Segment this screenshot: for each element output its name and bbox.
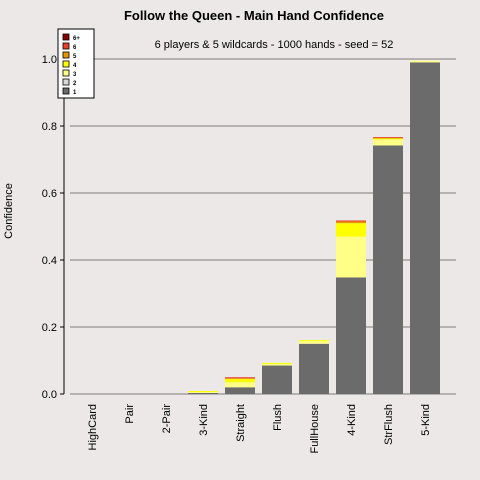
- legend-label: 6: [73, 45, 77, 51]
- bar-segment: [336, 277, 366, 394]
- bar-segment: [262, 365, 292, 394]
- legend-label: 3: [73, 72, 77, 78]
- y-tick-label: 1.0: [42, 54, 57, 66]
- bar-segment: [188, 390, 218, 392]
- bar-segment: [299, 340, 329, 342]
- bar-segment: [373, 137, 403, 139]
- bar-segment: [336, 220, 366, 222]
- bar-segment: [225, 378, 255, 380]
- legend-label: 4: [73, 63, 77, 69]
- x-tick-label: Pair: [124, 404, 136, 424]
- bar-segment: [262, 362, 292, 364]
- y-tick-label: 0.8: [42, 121, 57, 133]
- bar-segment: [336, 223, 366, 237]
- y-tick-label: 0.4: [42, 255, 57, 267]
- legend-swatch: [62, 33, 70, 41]
- bar-segment: [373, 137, 403, 138]
- bar-segment: [225, 378, 255, 383]
- bar-segment: [225, 377, 255, 379]
- x-tick-label: 5-Kind: [420, 404, 432, 436]
- bar-segment: [373, 139, 403, 146]
- legend-swatch: [62, 60, 70, 68]
- y-axis-label: Confidence: [3, 183, 15, 239]
- chart-subtitle: 6 players & 5 wildcards - 1000 hands - s…: [155, 39, 394, 51]
- legend-label: 2: [73, 81, 77, 87]
- bar-segment: [225, 382, 255, 388]
- legend-swatch: [62, 69, 70, 77]
- bar-segment: [336, 236, 366, 278]
- bars: [188, 60, 440, 394]
- x-tick-label: 2-Pair: [161, 404, 173, 434]
- legend-swatch: [62, 78, 70, 86]
- bar-segment: [188, 391, 218, 393]
- legend-swatch: [62, 51, 70, 59]
- bar-segment: [373, 138, 403, 140]
- bar-segment: [373, 145, 403, 394]
- y-tick-label: 0.2: [42, 322, 57, 334]
- x-tick-label: 4-Kind: [346, 404, 358, 436]
- x-tick-label: 3-Kind: [198, 404, 210, 436]
- legend-label: 6+: [73, 36, 80, 42]
- legend-swatch: [62, 42, 70, 50]
- y-tick-label: 0.0: [42, 389, 57, 401]
- bar-segment: [336, 221, 366, 224]
- bar-segment: [410, 60, 440, 63]
- bar-segment: [262, 363, 292, 366]
- legend-swatch: [62, 87, 70, 95]
- legend: 6+ 6 5 4 3 2 1: [57, 28, 95, 99]
- bar-segment: [188, 392, 218, 394]
- x-axis: HighCard Pair 2-Pair 3-Kind Straight Flush Ful…: [87, 404, 432, 454]
- x-tick-label: Flush: [272, 404, 284, 431]
- y-tick-label: 0.6: [42, 188, 57, 200]
- chart-title: Follow the Queen - Main Hand Confidence: [124, 8, 384, 23]
- legend-label: 1: [73, 90, 77, 96]
- x-tick-label: HighCard: [87, 404, 99, 450]
- legend-label: 5: [73, 54, 77, 60]
- bar-segment: [299, 341, 329, 344]
- bar-segment: [225, 387, 255, 394]
- bar-segment: [299, 343, 329, 394]
- y-axis: 0.0 0.2 0.4 0.6 0.8 1.0: [42, 54, 65, 401]
- x-tick-label: Straight: [235, 404, 247, 442]
- x-tick-label: StrFlush: [383, 404, 395, 445]
- x-tick-label: FullHouse: [309, 404, 321, 454]
- bar-segment: [410, 62, 440, 394]
